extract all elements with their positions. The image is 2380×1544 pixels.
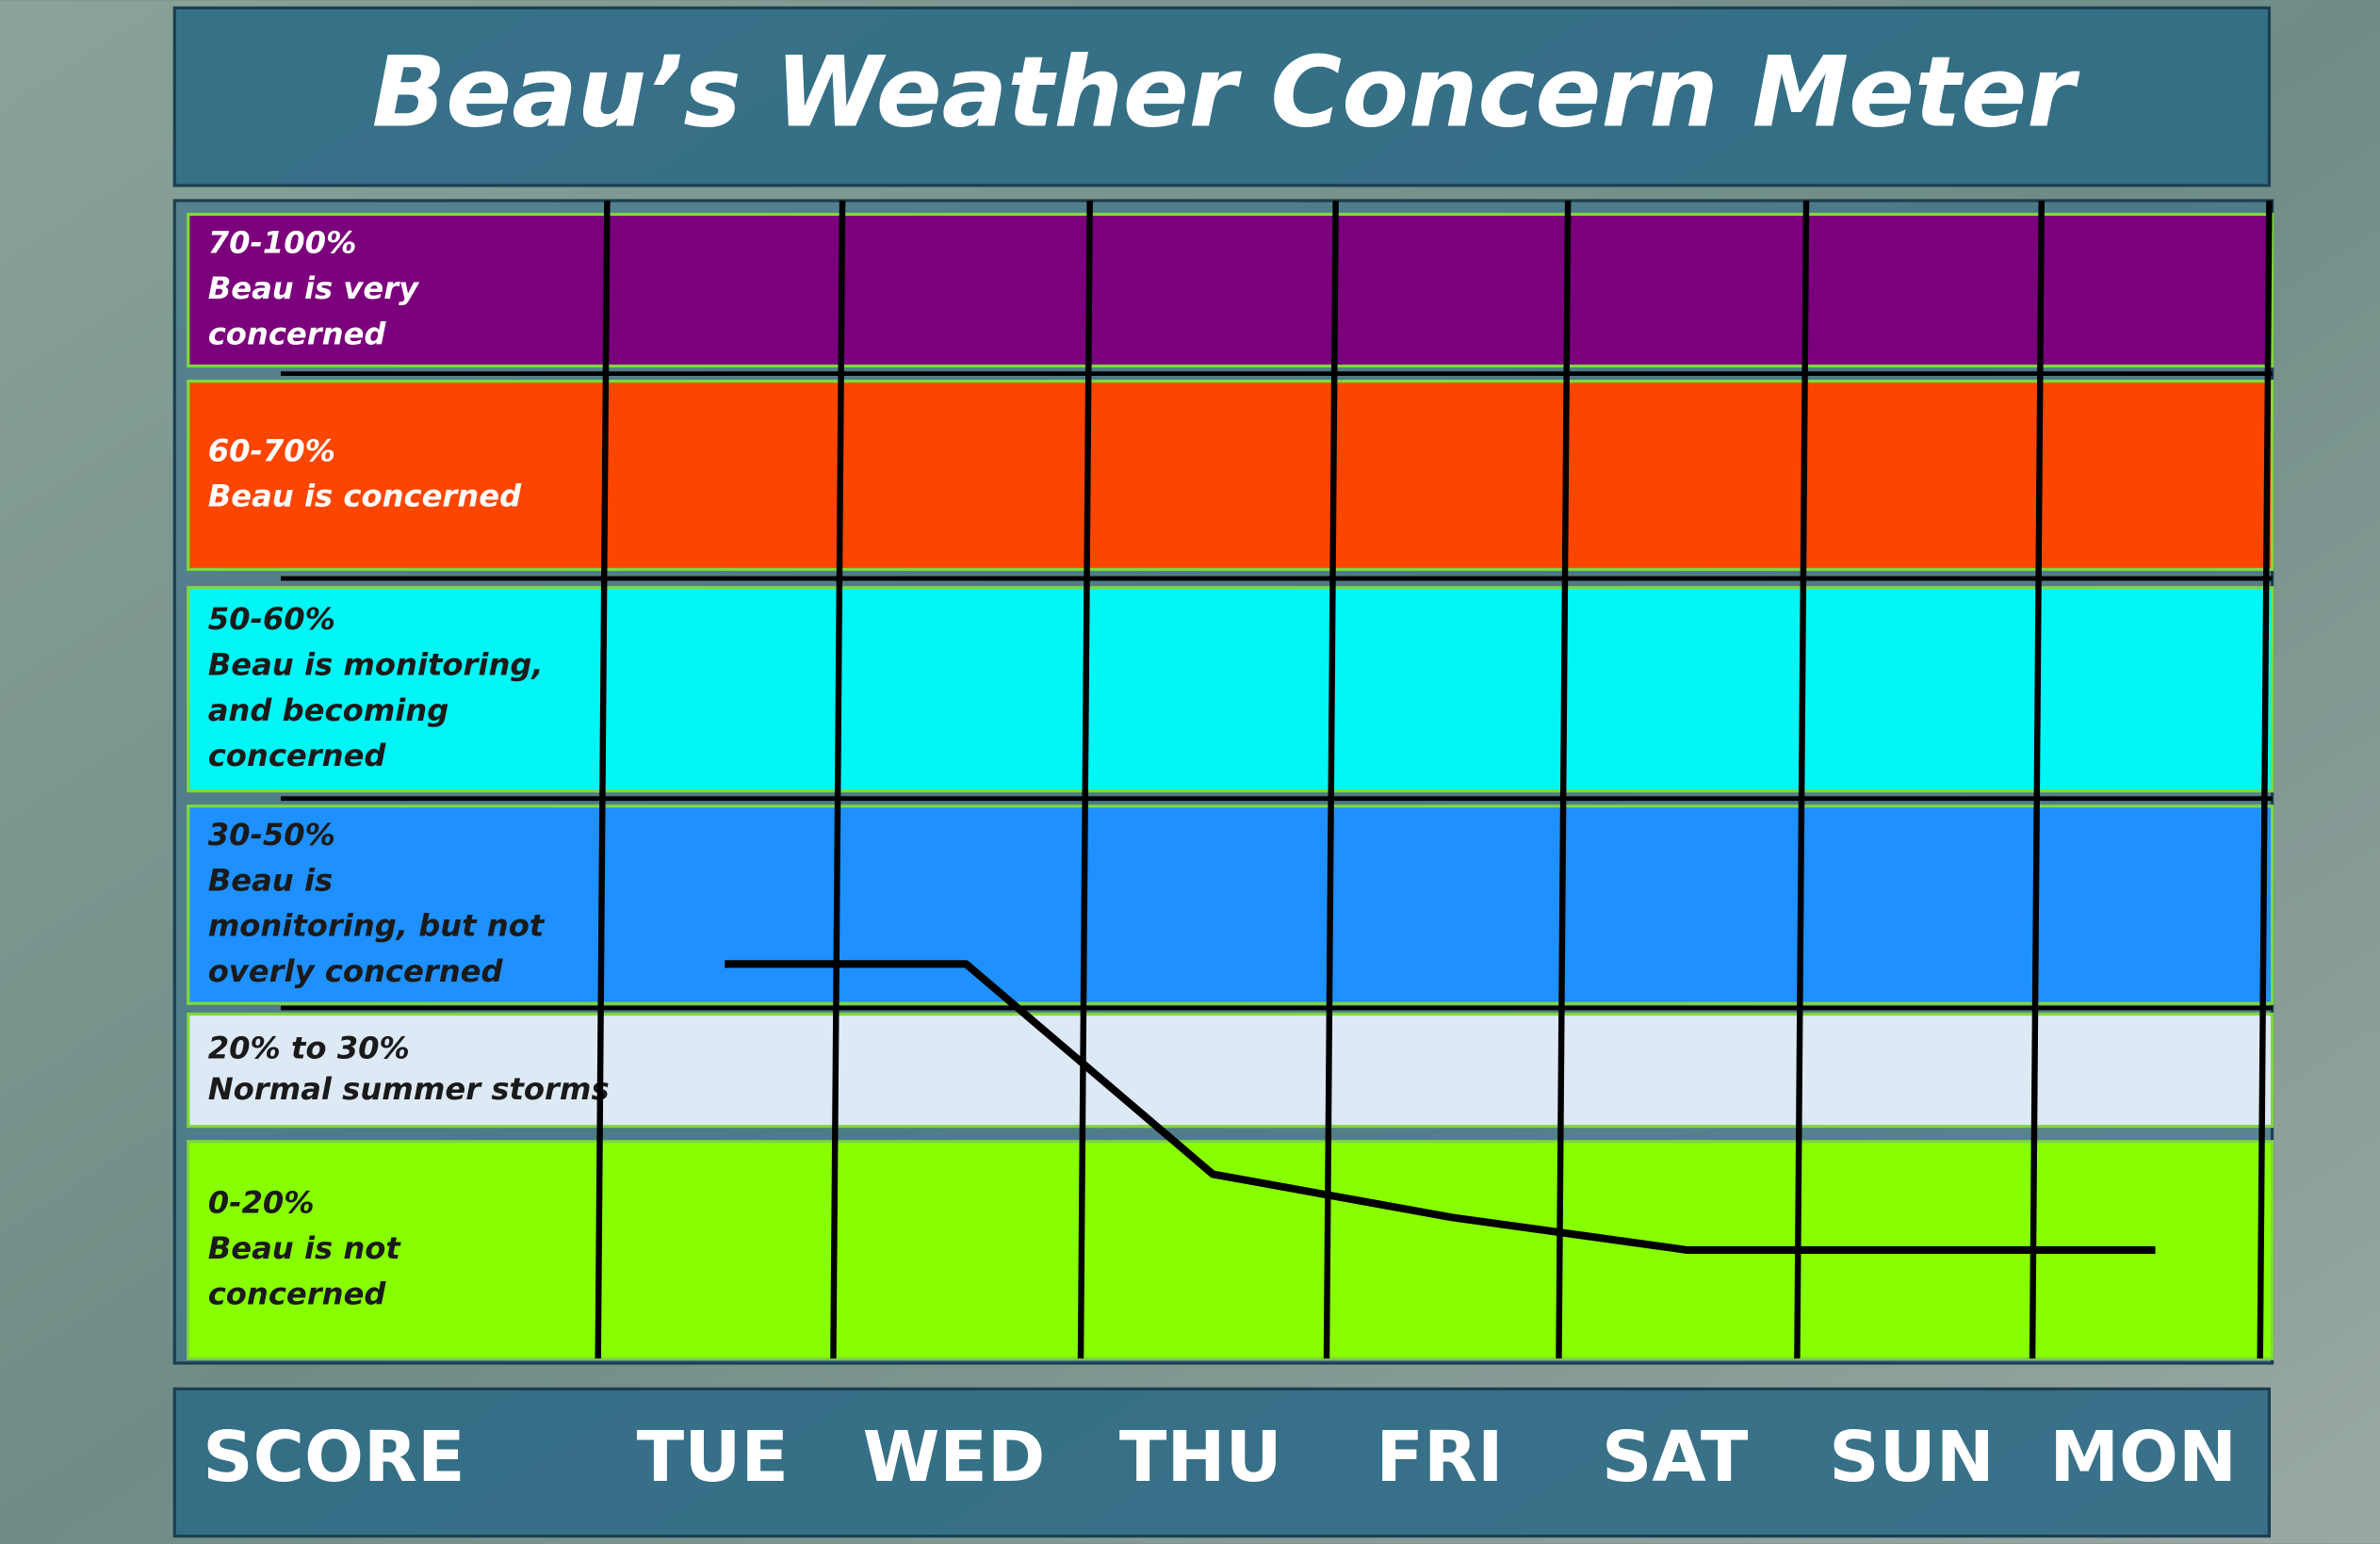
column-divider xyxy=(1077,200,1093,1359)
band xyxy=(187,586,2274,793)
band-label: 60-70% xyxy=(208,432,335,468)
band-label: monitoring, but not xyxy=(208,908,546,944)
band-label: and becoming xyxy=(208,692,449,728)
x-tick-label: SAT xyxy=(1602,1417,1749,1498)
band-label: 0-20% xyxy=(208,1185,315,1221)
day-box xyxy=(172,1387,2272,1538)
band xyxy=(187,212,2274,368)
x-label: SCORE xyxy=(203,1417,465,1498)
chart-title: Beau’s Weather Concern Meter xyxy=(372,36,2081,149)
x-tick-label: MON xyxy=(2049,1417,2237,1498)
band-label: overly concerned xyxy=(208,953,504,989)
band xyxy=(187,1012,2274,1129)
x-tick-label: TUE xyxy=(637,1417,789,1498)
band-label: Beau is monitoring, xyxy=(208,647,544,683)
concern-line xyxy=(725,960,2156,1254)
band-label: Beau is not xyxy=(208,1230,402,1266)
column-divider xyxy=(830,200,846,1359)
band-label: concerned xyxy=(208,738,387,773)
band-label: Beau is concerned xyxy=(208,479,522,514)
title-box xyxy=(172,6,2272,187)
band-label: concerned xyxy=(208,1276,387,1311)
band-label: 30-50% xyxy=(208,817,335,853)
column-divider xyxy=(1556,200,1572,1359)
column-divider xyxy=(2029,200,2045,1359)
column-divider xyxy=(1323,200,1339,1359)
x-tick-label: WED xyxy=(863,1417,1046,1498)
x-tick-label: THU xyxy=(1119,1417,1282,1498)
band-label: Normal summer storms xyxy=(208,1071,610,1107)
band-label: Beau is xyxy=(208,862,333,898)
column-divider xyxy=(2257,200,2273,1359)
column-divider xyxy=(595,200,611,1359)
band-label: 70-100% xyxy=(208,225,357,261)
band-label: 50-60% xyxy=(208,601,335,637)
band xyxy=(187,805,2274,1005)
column-divider xyxy=(1794,200,1810,1359)
band-label: concerned xyxy=(208,316,387,351)
x-tick-label: FRI xyxy=(1376,1417,1503,1498)
x-tick-label: SUN xyxy=(1829,1417,1995,1498)
band-label: Beau is very xyxy=(208,270,420,306)
band xyxy=(187,380,2274,572)
band-label: 20% to 30% xyxy=(208,1030,410,1065)
